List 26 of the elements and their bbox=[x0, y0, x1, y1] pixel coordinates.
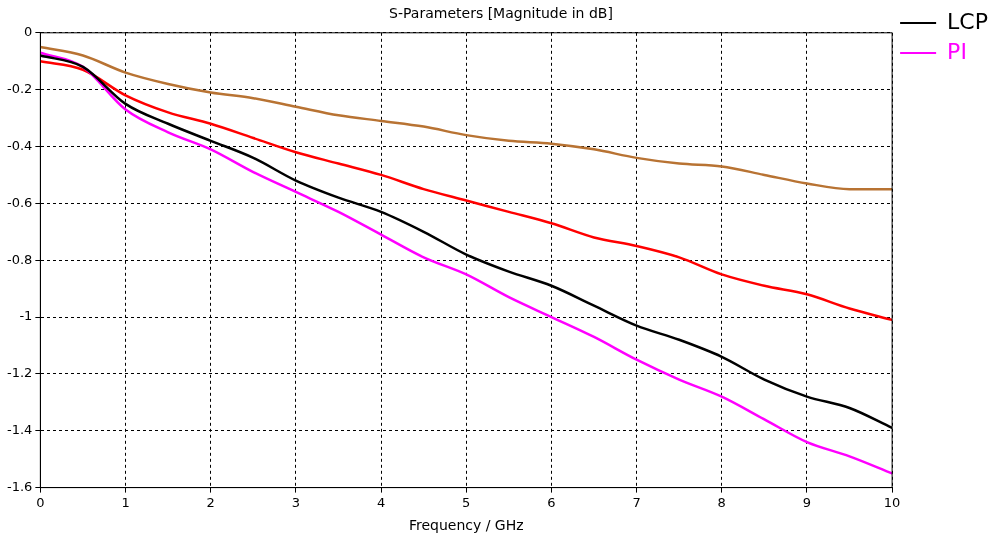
y-tick-label: -1 bbox=[19, 308, 33, 324]
x-tick-label: 5 bbox=[462, 494, 471, 510]
x-tick-label: 1 bbox=[121, 494, 130, 510]
y-tick-label: -1.2 bbox=[6, 365, 33, 381]
y-tick-label: -1.6 bbox=[6, 478, 33, 494]
x-tick-label: 4 bbox=[376, 494, 386, 510]
x-tick-label: 3 bbox=[291, 494, 301, 510]
legend-label: PI bbox=[947, 38, 967, 64]
x-tick-label: 9 bbox=[802, 494, 812, 510]
x-tick-label: 6 bbox=[547, 494, 556, 510]
x-tick-label: 2 bbox=[206, 494, 215, 510]
x-tick-label: 0 bbox=[36, 494, 45, 510]
x-tick-label: 10 bbox=[883, 494, 901, 510]
legend-label: LCP bbox=[947, 8, 989, 34]
line-series bbox=[40, 59, 893, 322]
x-axis-title: Frequency / GHz bbox=[408, 517, 524, 534]
x-tick-label: 7 bbox=[632, 494, 641, 510]
y-tick-label: 0 bbox=[24, 24, 33, 40]
chart-title: S-Parameters [Magnitude in dB] bbox=[389, 5, 613, 22]
y-tick-label: -0.4 bbox=[6, 137, 33, 153]
x-tick-label: 8 bbox=[717, 494, 726, 510]
y-tick-label: -0.8 bbox=[6, 251, 33, 267]
y-tick-label: -0.2 bbox=[6, 81, 33, 97]
y-tick-label: -0.6 bbox=[6, 194, 33, 210]
y-tick-label: -1.4 bbox=[6, 422, 33, 438]
line-series bbox=[40, 45, 893, 191]
